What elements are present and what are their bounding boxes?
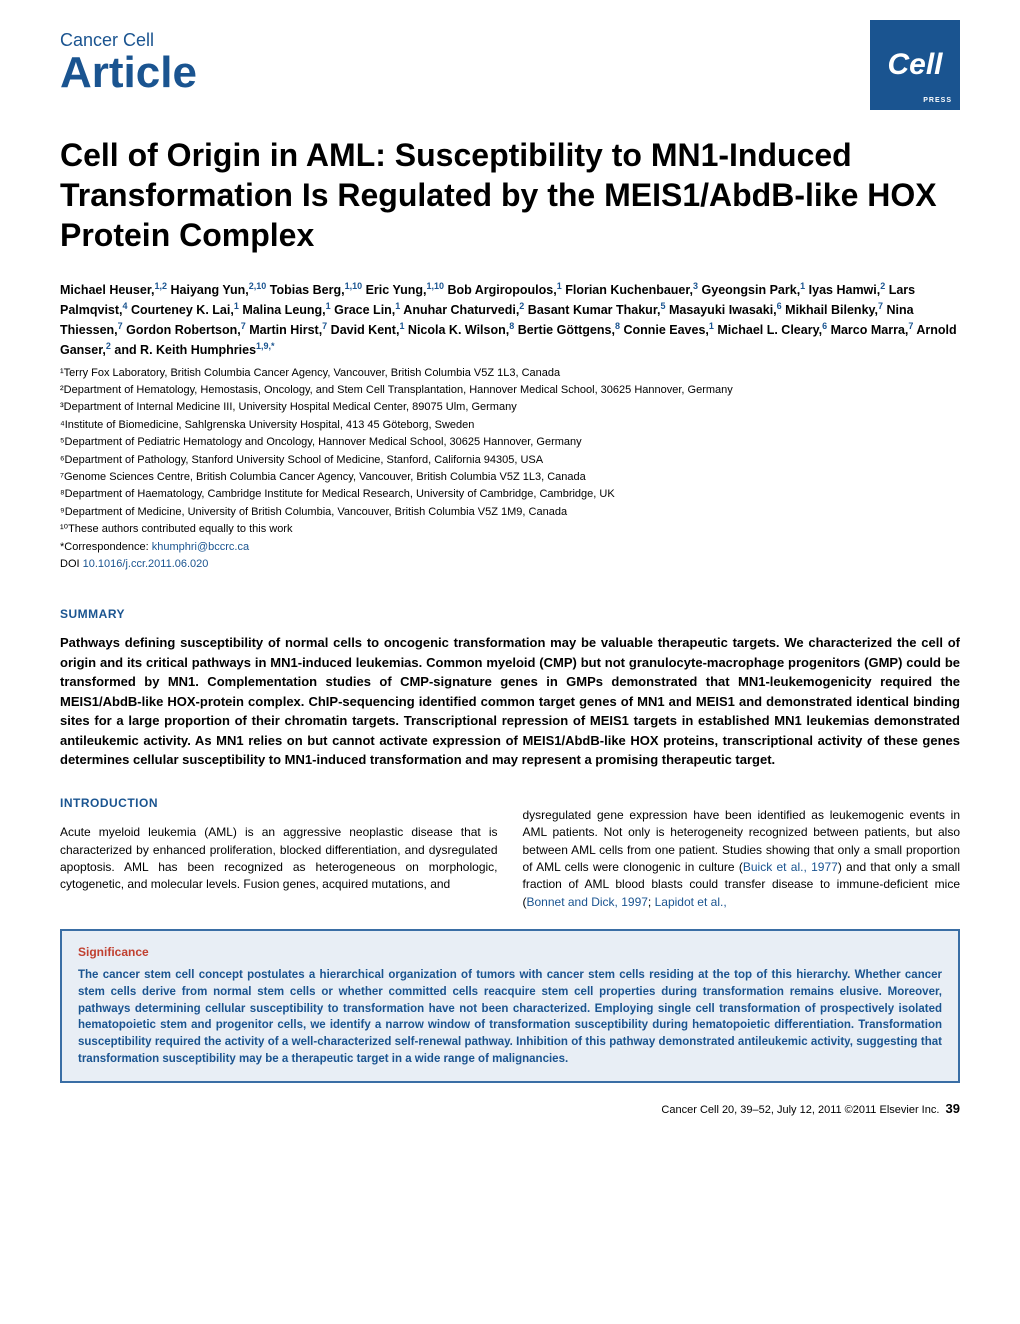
introduction-columns: INTRODUCTION Acute myeloid leukemia (AML… [60,770,960,911]
affiliations-list: ¹Terry Fox Laboratory, British Columbia … [60,366,960,538]
article-header: Cancer Cell Article Cell PRESS [60,30,960,95]
summary-heading: SUMMARY [60,607,960,621]
affiliation-4: ⁴Institute of Biomedicine, Sahlgrenska U… [60,418,960,433]
page-footer: Cancer Cell 20, 39–52, July 12, 2011 ©20… [60,1101,960,1116]
authors-list: Michael Heuser,1,2 Haiyang Yun,2,10 Tobi… [60,280,960,360]
correspondence-email[interactable]: khumphri@bccrc.ca [152,541,249,553]
logo-text: Cell [887,48,942,82]
affiliation-3: ³Department of Internal Medicine III, Un… [60,400,960,415]
intro-column-right: dysregulated gene expression have been i… [523,770,961,911]
citation-bonnet-dick[interactable]: Bonnet and Dick, 1997 [527,895,648,909]
affiliation-9: ⁹Department of Medicine, University of B… [60,505,960,520]
correspondence-label: *Correspondence: [60,541,152,553]
significance-box: Significance The cancer stem cell concep… [60,929,960,1083]
affiliation-5: ⁵Department of Pediatric Hematology and … [60,435,960,450]
correspondence-line: *Correspondence: khumphri@bccrc.ca [60,540,960,555]
affiliation-1: ¹Terry Fox Laboratory, British Columbia … [60,366,960,381]
intro-sep: ; [648,895,655,909]
cell-press-logo: Cell PRESS [870,20,960,110]
article-type: Article [60,51,960,95]
doi-line: DOI 10.1016/j.ccr.2011.06.020 [60,557,960,572]
affiliation-2: ²Department of Hematology, Hemostasis, O… [60,383,960,398]
summary-text: Pathways defining susceptibility of norm… [60,633,960,770]
affiliation-6: ⁶Department of Pathology, Stanford Unive… [60,453,960,468]
doi-label: DOI [60,558,83,570]
article-title: Cell of Origin in AML: Susceptibility to… [60,135,960,255]
intro-column-left: INTRODUCTION Acute myeloid leukemia (AML… [60,770,498,911]
citation-lapidot[interactable]: Lapidot et al., [655,895,727,909]
affiliation-7: ⁷Genome Sciences Centre, British Columbi… [60,470,960,485]
footer-citation: Cancer Cell 20, 39–52, July 12, 2011 ©20… [661,1104,939,1116]
significance-text: The cancer stem cell concept postulates … [78,967,942,1067]
intro-text-1: Acute myeloid leukemia (AML) is an aggre… [60,825,498,891]
doi-link[interactable]: 10.1016/j.ccr.2011.06.020 [83,558,209,570]
affiliation-10: ¹⁰These authors contributed equally to t… [60,522,960,537]
citation-buick[interactable]: Buick et al., 1977 [743,860,838,874]
affiliation-8: ⁸Department of Haematology, Cambridge In… [60,487,960,502]
page-number: 39 [946,1101,960,1116]
logo-press-text: PRESS [923,97,952,104]
significance-heading: Significance [78,945,942,959]
introduction-heading: INTRODUCTION [60,795,498,812]
